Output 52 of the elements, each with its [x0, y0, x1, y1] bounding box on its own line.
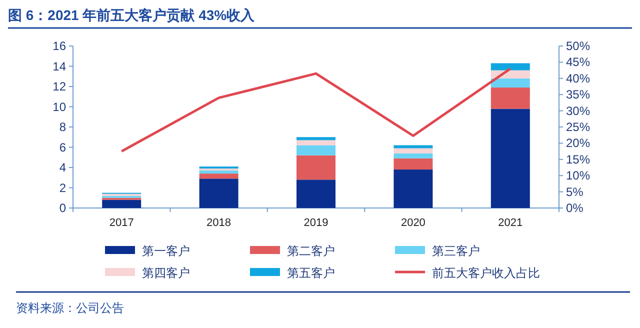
bar: [394, 148, 433, 154]
x-tick-label: 2017: [109, 217, 134, 229]
y-tick-label: 12: [52, 80, 66, 94]
y-tick-label: 4: [59, 160, 66, 174]
y2-tick-label: 5%: [566, 184, 584, 199]
x-tick-label: 2018: [206, 217, 232, 229]
bar: [490, 88, 530, 109]
text: 资料来源：公司公告: [16, 301, 124, 315]
y-tick-label: 8: [59, 120, 66, 134]
bar: [199, 174, 238, 179]
y2-tick-label: 35%: [566, 88, 590, 102]
legend-label: 第四客户: [142, 266, 190, 280]
y2-tick-label: 20%: [566, 136, 590, 150]
x-tick-label: 2019: [304, 217, 328, 229]
y2-tick-label: 30%: [566, 104, 590, 118]
x-tick-label: 2020: [400, 217, 426, 229]
legend-label: 第一客户: [142, 244, 190, 258]
y2-tick-label: 0%: [566, 201, 584, 215]
bar: [199, 166, 238, 169]
y2-tick-label: 40%: [566, 71, 590, 86]
bar: [394, 145, 433, 148]
y2-tick-label: 10%: [566, 168, 590, 183]
bar: [296, 140, 336, 146]
legend-label: 第二客户: [287, 244, 335, 258]
bar: [394, 158, 433, 170]
bar: [490, 108, 530, 208]
bar: [296, 180, 336, 208]
y2-tick-label: 15%: [566, 152, 590, 166]
bar: [296, 155, 336, 180]
bar: [199, 178, 238, 208]
bar: [394, 153, 433, 158]
y-tick-label: 16: [52, 39, 66, 53]
x-tick-label: 2021: [498, 217, 523, 229]
y2-tick-label: 45%: [566, 55, 590, 70]
bar: [102, 200, 142, 208]
legend-label: 第五客户: [287, 266, 335, 280]
bar: [394, 170, 433, 208]
bar: [296, 145, 336, 156]
legend-label: 前五大客户收入占比: [432, 266, 540, 280]
y2-tick-label: 50%: [566, 39, 590, 53]
y-tick-label: 10: [52, 100, 66, 114]
title: 图 6：2021 年前五大客户贡献 43%收入: [8, 7, 255, 23]
bar: [199, 170, 238, 174]
y-tick-label: 14: [52, 59, 66, 74]
bar: [490, 63, 530, 70]
y-tick-label: 2: [59, 180, 66, 195]
y-tick-label: 0: [59, 201, 66, 215]
legend-label: 第三客户: [432, 244, 480, 258]
y2-tick-label: 25%: [566, 120, 590, 134]
bar: [296, 137, 336, 140]
bar: [490, 78, 530, 88]
y-tick-label: 6: [59, 140, 66, 154]
